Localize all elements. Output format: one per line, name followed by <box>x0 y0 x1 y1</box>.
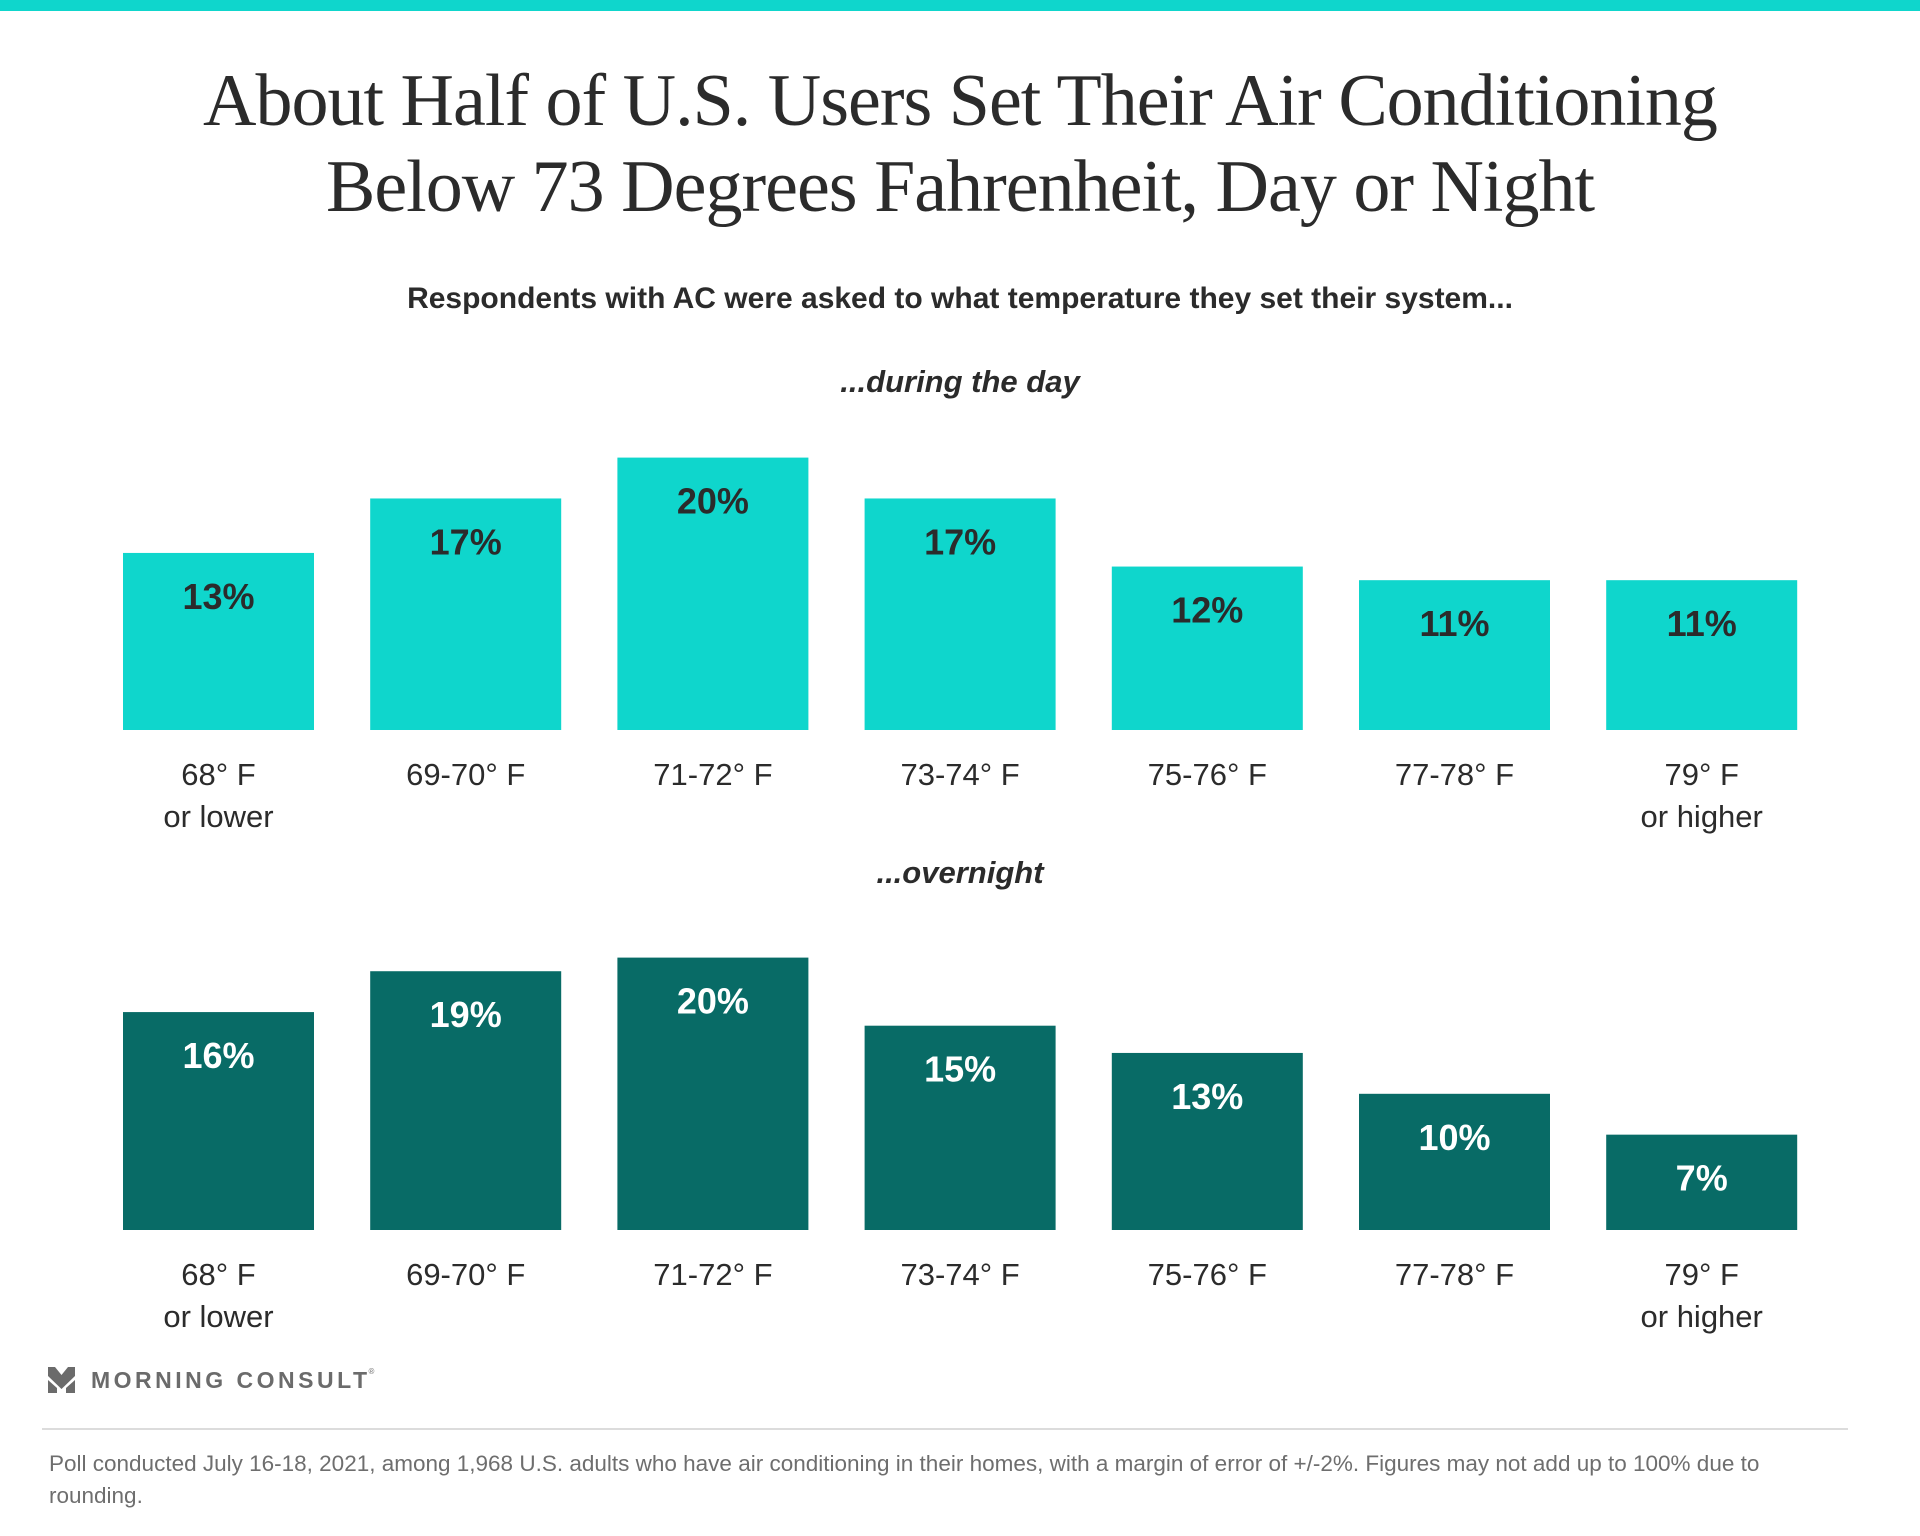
bar <box>1606 580 1798 730</box>
bar-value-label: 13% <box>182 576 254 617</box>
bar <box>1111 566 1303 730</box>
category-label: 68° F <box>181 1257 255 1292</box>
bar <box>123 1012 314 1230</box>
bar-group: 13% 68° F or lower <box>123 552 314 834</box>
category-label: 79° F <box>1664 757 1738 792</box>
registered-mark: ® <box>368 1366 375 1376</box>
category-label: 75-76° F <box>1148 1257 1267 1292</box>
category-label: 79° F <box>1664 1257 1738 1292</box>
overnight-bar-chart: 16% 68° F or lower 19% 69-70° F 20% 71-72° F 15… <box>123 957 1798 1334</box>
category-label: 77-78° F <box>1395 1257 1514 1292</box>
bar <box>123 552 314 730</box>
bar-group: 11% 79° F or higher <box>1606 580 1798 834</box>
bar-group: 17% 73-74° F <box>864 498 1056 792</box>
category-label: or lower <box>163 799 273 834</box>
bar-value-label: 11% <box>1419 603 1489 644</box>
category-label: or higher <box>1641 799 1763 834</box>
category-label: 77-78° F <box>1395 757 1514 792</box>
bar-value-label: 17% <box>924 521 996 562</box>
day-bar-chart: 13% 68° F or lower 17% 69-70° F 20% 71-72° F 17… <box>123 457 1798 834</box>
chart-subtitle: Respondents with AC were asked to what t… <box>407 282 1513 315</box>
day-chart-title: ...during the day <box>840 364 1080 399</box>
night-chart-title: ...overnight <box>876 855 1044 890</box>
bar <box>617 457 809 730</box>
bar <box>864 498 1056 730</box>
top-accent-bar <box>0 0 1920 11</box>
bar <box>864 1025 1056 1230</box>
bar <box>370 971 562 1230</box>
bar-value-label: 19% <box>430 994 502 1035</box>
logo-text: MORNING CONSULT® <box>91 1367 374 1394</box>
bar <box>1111 1052 1303 1230</box>
bar <box>1359 1093 1550 1230</box>
bar-value-label: 17% <box>430 521 502 562</box>
morning-consult-logo: MORNING CONSULT® <box>48 1366 374 1394</box>
footnote: Poll conducted July 16-18, 2021, among 1… <box>49 1451 1760 1508</box>
category-label: 73-74° F <box>900 1257 1019 1292</box>
footer-divider <box>42 1428 1848 1430</box>
bar-group: 12% 75-76° F <box>1111 566 1303 792</box>
logo-wordmark: MORNING CONSULT <box>91 1366 371 1393</box>
category-label: 71-72° F <box>653 757 772 792</box>
bar-group: 17% 69-70° F <box>370 498 562 792</box>
category-label: 75-76° F <box>1148 757 1267 792</box>
bar-group: 15% 73-74° F <box>864 1025 1056 1292</box>
category-label: 68° F <box>181 757 255 792</box>
category-label: 69-70° F <box>406 1257 525 1292</box>
category-label: 73-74° F <box>900 757 1019 792</box>
bar-group: 20% 71-72° F <box>617 957 809 1292</box>
category-label: or higher <box>1641 1299 1763 1334</box>
bar-group: 20% 71-72° F <box>617 457 809 792</box>
bar-group: 19% 69-70° F <box>370 971 562 1292</box>
bar-value-label: 16% <box>182 1035 254 1076</box>
bar <box>1606 1134 1798 1230</box>
bar-value-label: 12% <box>1171 590 1243 631</box>
bar-group: 16% 68° F or lower <box>123 1012 314 1334</box>
category-label: 69-70° F <box>406 757 525 792</box>
category-label: 71-72° F <box>653 1257 772 1292</box>
chart-title-line-2: Below 73 Degrees Fahrenheit, Day or Nigh… <box>325 146 1595 228</box>
morning-consult-chevron-icon <box>48 1367 75 1393</box>
bar-value-label: 15% <box>924 1049 996 1090</box>
bar-value-label: 13% <box>1171 1076 1243 1117</box>
bar <box>370 498 562 730</box>
category-label: or lower <box>163 1299 273 1334</box>
chart-title: About Half of U.S. Users Set Their Air C… <box>0 58 1920 230</box>
bar-value-label: 10% <box>1418 1117 1490 1158</box>
bar <box>617 957 809 1230</box>
bar-group: 10% 77-78° F <box>1359 1093 1550 1292</box>
bar-value-label: 20% <box>677 981 749 1022</box>
bar-value-label: 11% <box>1667 603 1737 644</box>
bar <box>1359 580 1550 730</box>
chart-title-line-1: About Half of U.S. Users Set Their Air C… <box>203 60 1718 142</box>
bar-value-label: 20% <box>677 481 749 522</box>
bar-group: 13% 75-76° F <box>1111 1052 1303 1292</box>
bar-value-label: 7% <box>1676 1158 1728 1199</box>
bar-group: 11% 77-78° F <box>1359 580 1550 792</box>
bar-group: 7% 79° F or higher <box>1606 1134 1798 1334</box>
